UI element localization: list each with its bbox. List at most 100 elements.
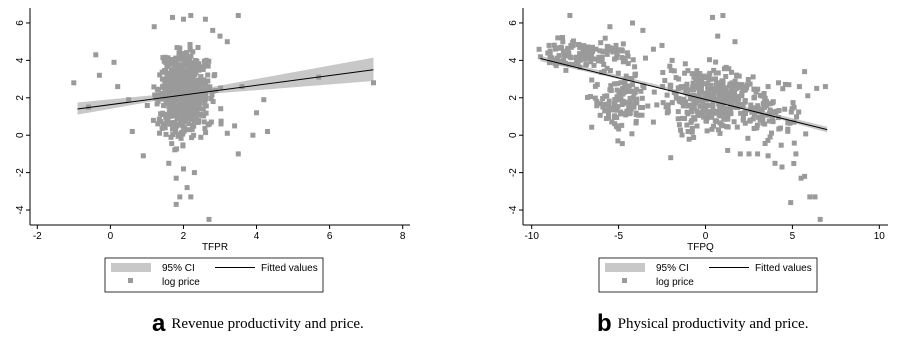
scatter-point xyxy=(746,151,752,157)
scatter-point xyxy=(181,113,187,119)
scatter-point xyxy=(202,16,208,22)
scatter-point xyxy=(796,84,802,90)
fitted-line xyxy=(77,69,374,110)
scatter-point xyxy=(618,109,624,115)
scatter-point xyxy=(675,116,681,122)
scatter-point xyxy=(205,63,211,69)
scatter-point xyxy=(607,87,613,93)
scatter-point xyxy=(598,40,604,46)
scatter-point xyxy=(606,98,612,104)
scatter-point xyxy=(173,91,179,97)
scatter-point xyxy=(620,86,625,92)
chart-panel-b: -10 -5 0 5 10 -4 -2 0 2 4 6 TFPQ 95% CI Fitted values… xyxy=(508,8,888,293)
scatter-point xyxy=(590,44,595,50)
scatter-point xyxy=(720,13,726,18)
scatter-point xyxy=(560,39,566,45)
scatter-point xyxy=(708,76,714,82)
scatter-point xyxy=(163,114,169,120)
scatter-point xyxy=(698,82,704,88)
scatter-point xyxy=(193,115,199,121)
scatter-point xyxy=(235,151,241,157)
scatter-point xyxy=(645,103,651,109)
scatter-point xyxy=(566,61,572,67)
y-tick-label: 6 xyxy=(15,20,26,26)
scatter-point xyxy=(568,55,574,61)
scatter-point xyxy=(689,109,695,115)
scatter-point xyxy=(162,58,167,64)
scatter-point xyxy=(684,109,690,115)
scatter-point xyxy=(560,48,566,54)
scatter-point xyxy=(186,84,192,90)
scatter-point xyxy=(619,122,625,128)
scatter-point xyxy=(691,74,697,80)
scatter-point xyxy=(165,75,171,81)
scatter-point xyxy=(719,82,725,87)
scatter-point xyxy=(702,90,708,96)
scatter-point xyxy=(159,125,165,131)
scatter-point xyxy=(693,100,699,106)
scatter-point xyxy=(189,126,195,132)
scatter-point xyxy=(722,106,728,112)
scatter-point xyxy=(594,98,600,104)
scatter-point xyxy=(744,85,750,91)
scatter-point xyxy=(191,170,197,176)
scatter-point xyxy=(192,72,198,78)
scatter-point xyxy=(169,99,175,105)
scatter-point xyxy=(720,78,726,84)
scatter-point xyxy=(701,114,707,120)
scatter-point xyxy=(675,85,681,91)
scatter-point xyxy=(208,95,214,101)
scatter-point xyxy=(767,107,773,113)
x-tick-label: 0 xyxy=(108,231,114,242)
scatter-point xyxy=(575,42,581,47)
scatter-point xyxy=(754,125,760,131)
scatter-point xyxy=(604,65,610,71)
scatter-point xyxy=(696,79,701,85)
scatter-point xyxy=(723,87,728,93)
scatter-point xyxy=(729,101,735,106)
scatter-point xyxy=(701,107,707,113)
scatter-point xyxy=(184,185,190,191)
scatter-point xyxy=(170,126,175,132)
scatter-point xyxy=(624,50,630,56)
scatter-point xyxy=(611,81,617,87)
scatter-point xyxy=(776,126,782,132)
caption-b-text: Physical productivity and price. xyxy=(617,316,809,332)
scatter-point xyxy=(789,106,795,112)
scatter-point xyxy=(176,72,182,78)
scatter-point xyxy=(163,131,169,137)
scatter-point xyxy=(597,112,603,118)
scatter-point xyxy=(620,98,626,104)
scatter-point xyxy=(178,135,184,141)
scatter-point xyxy=(697,103,703,109)
scatter-point xyxy=(717,130,723,136)
scatter-point xyxy=(159,96,165,102)
scatter-point xyxy=(620,41,626,47)
scatter-point xyxy=(709,114,715,120)
scatter-point xyxy=(687,87,693,93)
scatter-point xyxy=(566,50,572,56)
scatter-point xyxy=(753,89,759,95)
scatter-point xyxy=(178,93,184,99)
scatter-point xyxy=(186,72,192,78)
scatter-point xyxy=(715,88,721,94)
scatter-point xyxy=(186,121,192,127)
y-tick-label: 0 xyxy=(508,132,519,138)
scatter-point xyxy=(639,112,645,118)
scatter-point xyxy=(726,90,732,96)
scatter-point xyxy=(188,103,194,109)
scatter-point xyxy=(178,105,184,111)
scatter-point xyxy=(202,82,207,88)
scatter-point xyxy=(183,58,189,64)
scatter-point xyxy=(173,59,179,65)
scatter-point xyxy=(169,120,175,126)
scatter-point xyxy=(734,124,740,130)
scatter-point xyxy=(218,118,224,124)
scatter-point xyxy=(157,72,163,78)
scatter-point xyxy=(691,135,697,140)
scatter-point xyxy=(631,90,637,96)
scatter-point xyxy=(607,68,613,73)
scatter-point xyxy=(755,151,761,157)
scatter-point xyxy=(592,95,598,101)
scatter-point xyxy=(630,57,636,63)
